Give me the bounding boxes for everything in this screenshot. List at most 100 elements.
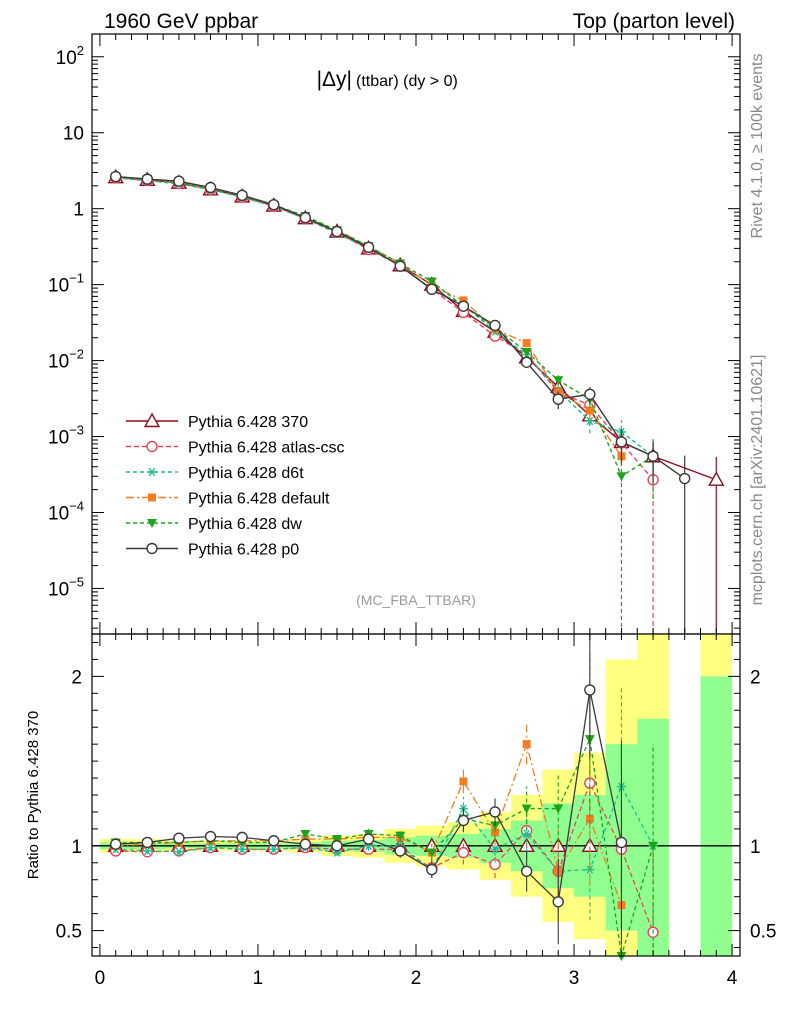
legend-label: Pythia 6.428 atlas-csc <box>188 440 345 457</box>
ratio-point <box>204 830 217 843</box>
data-point <box>520 356 533 368</box>
data-point <box>173 175 185 187</box>
series-line <box>115 176 717 481</box>
data-point <box>553 376 564 386</box>
legend-label: Pythia 6.428 d6t <box>188 465 304 482</box>
data-point <box>394 260 406 272</box>
legend-entry: Pythia 6.428 atlas-csc <box>126 440 345 457</box>
data-point <box>110 170 122 183</box>
y-tick-exponent: −1 <box>69 271 84 286</box>
data-point <box>615 436 628 448</box>
ratio-point <box>520 865 533 877</box>
y-tick-label: 10−4 <box>48 498 84 524</box>
ratio-point <box>142 846 152 856</box>
series-2 <box>111 173 658 483</box>
data-point <box>522 339 531 348</box>
ratio-point <box>522 829 532 839</box>
y-tick-base: 10 <box>48 276 69 297</box>
y-tick-base: 10 <box>56 48 77 69</box>
plot-title-sub: (ttbar) (dy > 0) <box>356 73 458 90</box>
series-0 <box>107 168 725 634</box>
ratio-panel: 0.5 0.5 1 1 2 2 0 1 2 3 4 Ratio to Pythia 6.428 37… <box>25 633 776 989</box>
legend-entry: Pythia 6.428 370 <box>126 412 308 431</box>
legend-label: Pythia 6.428 370 <box>188 414 308 431</box>
y-tick-base: 10 <box>48 352 69 373</box>
ratio-point <box>615 836 628 849</box>
legend-marker <box>146 440 158 453</box>
y-tick-label: 10−5 <box>48 574 84 600</box>
y-tick-exponent: −5 <box>69 574 84 589</box>
ratio-point <box>110 838 122 850</box>
ratio-point <box>648 841 659 851</box>
ratio-point <box>490 821 501 831</box>
ratio-point <box>237 845 247 854</box>
y-tick-exponent: −4 <box>69 498 84 513</box>
data-point <box>426 277 437 287</box>
legend-entry: Pythia 6.428 p0 <box>126 542 299 559</box>
legend-marker <box>143 412 161 428</box>
legend: Pythia 6.428 370 Pythia 6.428 atlas-csc Py… <box>126 412 345 559</box>
data-point <box>647 450 659 462</box>
series-line <box>115 175 686 480</box>
y-tick-label: 10−3 <box>48 423 84 449</box>
ratio-point <box>553 804 564 814</box>
header-left-title: 1960 GeV ppbar <box>104 10 258 33</box>
x-tick-label: 3 <box>569 968 580 989</box>
mcplots-label: mcplots.cern.ch [arXiv:2401.10621] <box>749 355 766 606</box>
ratio-point <box>299 838 312 850</box>
ratio-point <box>491 828 500 837</box>
ratio-point <box>331 840 343 852</box>
ratio-point <box>522 740 531 749</box>
data-point <box>457 300 470 312</box>
ratio-point <box>269 845 279 854</box>
y-tick-label: 10 <box>63 124 84 145</box>
legend-marker <box>147 519 157 528</box>
data-point <box>585 416 595 426</box>
ratio-y-tick-label-right: 1 <box>750 837 761 858</box>
rivet-label: Rivet 4.1.0, ≥ 100k events <box>749 54 766 239</box>
data-point <box>489 319 501 332</box>
ratio-point <box>426 863 438 876</box>
ratio-y-tick-label: 1 <box>71 837 82 858</box>
uncertainty-band-green <box>700 676 733 956</box>
ratio-point <box>490 845 500 854</box>
ratio-point <box>457 814 470 827</box>
ratio-point <box>141 836 154 849</box>
ratio-point <box>584 684 596 696</box>
legend-label: Pythia 6.428 default <box>188 491 330 508</box>
data-point <box>268 198 280 211</box>
ratio-point <box>362 833 375 845</box>
data-point <box>521 347 532 357</box>
data-point <box>426 283 438 295</box>
data-point <box>584 388 596 400</box>
x-tick-label: 4 <box>727 968 738 989</box>
data-point <box>204 181 217 194</box>
y-tick-label: 10−2 <box>48 347 84 373</box>
y-tick-label: 1 <box>73 200 84 221</box>
ratio-point <box>426 848 437 858</box>
ratio-point <box>552 896 564 908</box>
legend-marker <box>146 542 158 555</box>
legend-entry: Pythia 6.428 dw <box>126 516 302 533</box>
data-point <box>585 406 594 415</box>
header-right-title: Top (parton level) <box>573 10 735 33</box>
x-tick-label: 0 <box>95 968 106 989</box>
data-point <box>708 471 725 486</box>
series-3 <box>111 173 626 483</box>
data-point <box>552 393 564 405</box>
ratio-point <box>331 835 342 845</box>
ratio-y-tick-label: 0.5 <box>56 922 82 943</box>
ratio-point <box>300 829 311 839</box>
ratio-point <box>173 832 185 844</box>
data-point <box>331 225 343 238</box>
series-5 <box>110 170 691 634</box>
legend-label: Pythia 6.428 p0 <box>188 542 299 559</box>
legend-entry: Pythia 6.428 d6t <box>126 465 304 482</box>
ratio-line <box>115 784 654 872</box>
data-point <box>362 241 375 254</box>
ratio-point <box>489 806 501 818</box>
legend-label: Pythia 6.428 dw <box>188 516 302 533</box>
data-point <box>459 296 468 305</box>
y-tick-exponent: 2 <box>77 43 84 58</box>
